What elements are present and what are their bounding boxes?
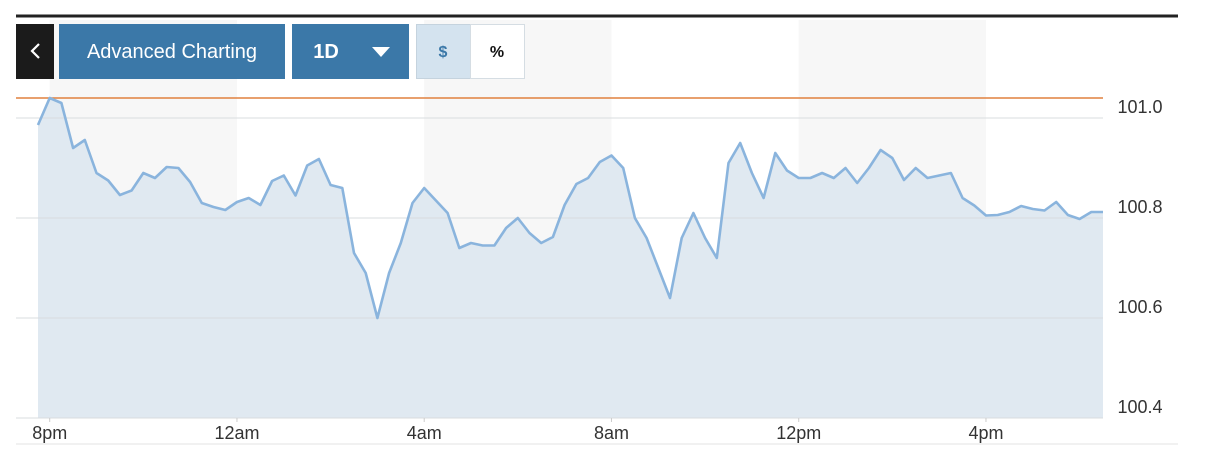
x-tick-label: 12pm [776,423,821,443]
x-tick-label: 12am [214,423,259,443]
y-tick-label: 100.6 [1117,297,1162,317]
button-label: Advanced Charting [87,41,257,63]
x-tick-label: 4pm [968,423,1003,443]
dropdown-arrow [372,47,390,57]
y-tick-label: 100.4 [1117,397,1162,417]
back-button[interactable] [16,24,54,79]
y-tick-label: 100.8 [1117,197,1162,217]
price-line [36,96,1103,320]
advanced-charting-button[interactable] [59,24,285,79]
toggle-label: $ [439,44,448,61]
y-tick-label: 101.0 [1117,97,1162,117]
toggle-label: % [490,44,504,61]
x-tick-label: 8am [594,423,629,443]
plot: 101.0 100.8 100.6 100.4 8pm 12am 4am 8am 12pm 4pm [16,96,1178,445]
range-dropdown[interactable] [292,24,409,79]
x-tick-label: 8pm [32,423,67,443]
percent-toggle[interactable] [470,24,525,79]
area-fill [38,98,1103,418]
back-icon [30,43,40,59]
x-tick-label: 4am [407,423,442,443]
range-label: 1D [313,41,339,63]
